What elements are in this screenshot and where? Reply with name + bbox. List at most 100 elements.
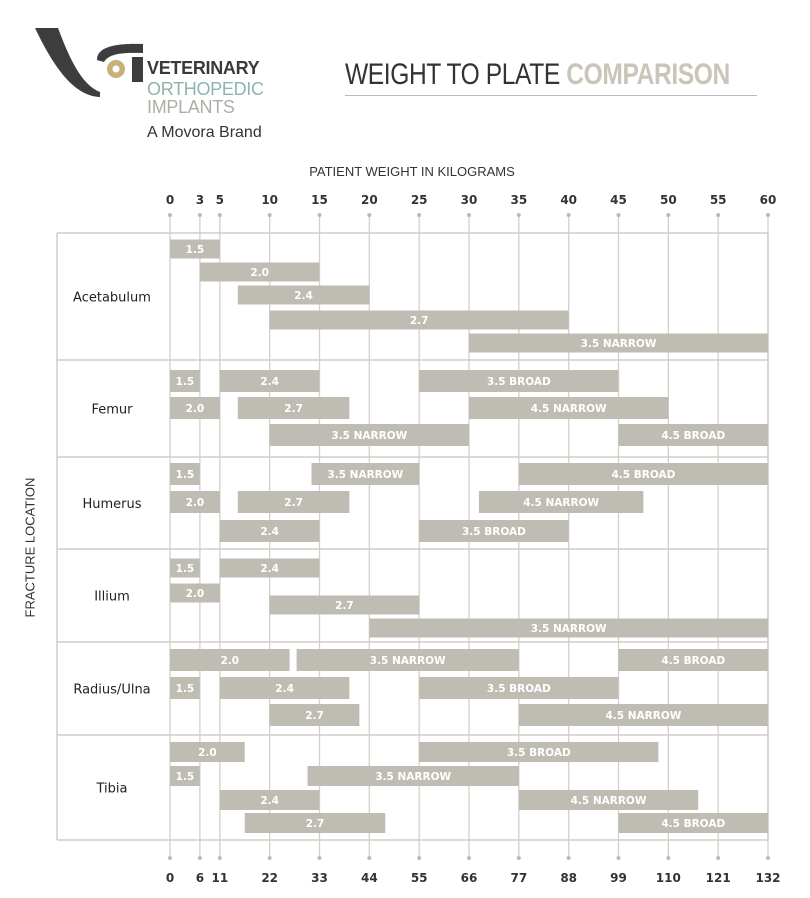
tick-dot bbox=[516, 213, 521, 217]
plate-bar bbox=[219, 520, 320, 542]
tick-dot bbox=[197, 213, 202, 217]
plate-bar-label: 2.4 bbox=[260, 376, 279, 388]
plate-bar-label: 1.5 bbox=[176, 771, 195, 783]
plate-bar bbox=[170, 397, 220, 419]
logo-bar bbox=[132, 57, 143, 82]
title-part-1: WEIGHT TO PLATE bbox=[345, 58, 560, 91]
plate-bar bbox=[170, 583, 220, 603]
brand-tagline: A Movora Brand bbox=[147, 124, 262, 141]
plate-bar-label: 2.0 bbox=[186, 588, 205, 600]
top-tick-label: 30 bbox=[461, 193, 478, 207]
plate-bar-label: 2.4 bbox=[294, 290, 313, 302]
top-tick-label: 40 bbox=[560, 193, 577, 207]
plate-bar bbox=[518, 704, 768, 726]
plate-bar bbox=[244, 813, 386, 833]
tick-dot bbox=[217, 856, 222, 860]
plate-bar bbox=[237, 491, 350, 513]
plate-bar-label: 2.0 bbox=[186, 403, 205, 415]
group-label: Humerus bbox=[82, 497, 141, 512]
bottom-tick-label: 0 bbox=[166, 871, 174, 885]
bottom-tick-label: 77 bbox=[510, 871, 527, 885]
group-label: Femur bbox=[91, 403, 133, 418]
logo-arc bbox=[97, 43, 143, 62]
tick-dot bbox=[417, 213, 422, 217]
top-tick-label: 45 bbox=[610, 193, 627, 207]
plate-bar-label: 1.5 bbox=[176, 469, 195, 481]
brand-line-2: ORTHOPEDIC bbox=[147, 79, 264, 99]
plate-bar-label: 1.5 bbox=[176, 683, 195, 695]
bottom-tick-label: 11 bbox=[211, 871, 228, 885]
plate-bar bbox=[618, 649, 768, 671]
plate-bar-label: 4.5 BROAD bbox=[611, 469, 675, 481]
tick-dot bbox=[417, 856, 422, 860]
plate-bar-label: 2.7 bbox=[306, 818, 325, 830]
plate-bar-label: 2.7 bbox=[284, 497, 303, 509]
plate-bar bbox=[269, 310, 569, 330]
bottom-tick-label: 22 bbox=[261, 871, 278, 885]
tick-dot bbox=[267, 856, 272, 860]
plate-bar-label: 2.4 bbox=[260, 563, 279, 575]
tick-dot bbox=[467, 213, 471, 217]
plate-bar bbox=[170, 370, 200, 392]
tick-dot bbox=[197, 856, 202, 860]
plate-bar-label: 4.5 BROAD bbox=[661, 430, 725, 442]
tick-dot bbox=[616, 213, 621, 217]
plate-bar-label: 3.5 BROAD bbox=[507, 747, 571, 759]
bottom-tick-label: 88 bbox=[560, 871, 577, 885]
plate-bar-label: 3.5 NARROW bbox=[531, 623, 607, 635]
top-tick-label: 5 bbox=[216, 193, 224, 207]
plate-bar-label: 4.5 NARROW bbox=[605, 710, 681, 722]
plate-bar bbox=[518, 463, 768, 485]
tick-dot bbox=[467, 856, 471, 860]
bottom-tick-label: 66 bbox=[461, 871, 478, 885]
plate-bar-label: 2.4 bbox=[260, 795, 279, 807]
plate-bar bbox=[170, 239, 220, 259]
plate-bar-label: 4.5 NARROW bbox=[531, 403, 607, 415]
tick-dot bbox=[367, 856, 372, 860]
plate-bar bbox=[219, 677, 350, 699]
plate-bar-label: 4.5 NARROW bbox=[523, 497, 599, 509]
plate-bar bbox=[170, 766, 200, 786]
plate-bar bbox=[518, 790, 699, 810]
top-tick-label: 15 bbox=[311, 193, 328, 207]
plate-bar bbox=[170, 742, 245, 762]
logo-swoosh bbox=[35, 28, 100, 97]
plate-bar-label: 2.7 bbox=[410, 315, 429, 327]
plate-bar-label: 3.5 NARROW bbox=[331, 430, 407, 442]
plate-bar bbox=[296, 649, 519, 671]
plate-bar-label: 3.5 BROAD bbox=[462, 526, 526, 538]
tick-dot bbox=[516, 856, 521, 860]
tick-dot bbox=[716, 856, 721, 860]
group-label: Radius/Ulna bbox=[73, 683, 150, 698]
tick-dot bbox=[766, 213, 770, 217]
plate-bar-label: 2.7 bbox=[284, 403, 303, 415]
top-tick-label: 55 bbox=[710, 193, 727, 207]
tick-dot bbox=[168, 856, 172, 860]
plate-bar bbox=[219, 790, 320, 810]
plate-bar bbox=[219, 370, 320, 392]
title-part-2: COMPARISON bbox=[566, 58, 730, 91]
plate-bar bbox=[170, 677, 200, 699]
top-tick-label: 60 bbox=[760, 193, 777, 207]
bottom-tick-label: 55 bbox=[411, 871, 428, 885]
plate-bar-label: 2.7 bbox=[335, 600, 354, 612]
bottom-tick-label: 110 bbox=[656, 871, 681, 885]
tick-dot bbox=[566, 213, 571, 217]
plate-bar-label: 2.0 bbox=[186, 497, 205, 509]
tick-dot bbox=[566, 856, 571, 860]
x-axis-label: PATIENT WEIGHT IN KILOGRAMS bbox=[309, 164, 515, 179]
plate-bar bbox=[269, 595, 420, 615]
bottom-tick-label: 99 bbox=[610, 871, 627, 885]
group-label: Acetabulum bbox=[73, 291, 151, 306]
tick-dot bbox=[666, 213, 671, 217]
plate-bar bbox=[170, 463, 200, 485]
top-tick-label: 50 bbox=[660, 193, 677, 207]
plate-bar-label: 3.5 BROAD bbox=[487, 683, 551, 695]
tick-dot bbox=[616, 856, 621, 860]
brand-line-1: VETERINARY bbox=[147, 58, 260, 78]
page-title: WEIGHT TO PLATE COMPARISON bbox=[345, 58, 730, 92]
plate-bar-label: 2.7 bbox=[305, 710, 324, 722]
top-tick-label: 20 bbox=[361, 193, 378, 207]
plate-bar-label: 3.5 NARROW bbox=[581, 338, 657, 350]
